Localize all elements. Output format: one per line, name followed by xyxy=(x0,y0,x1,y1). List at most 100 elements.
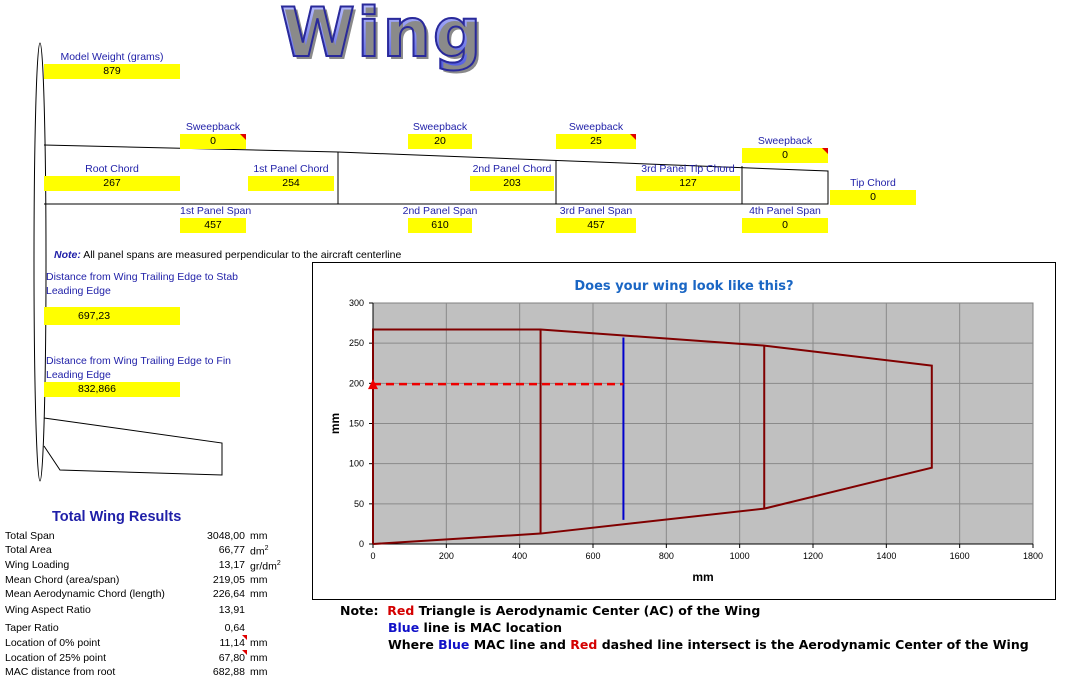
result-unit-text: mm xyxy=(250,666,268,678)
note-text: All panel spans are measured perpendicul… xyxy=(83,249,402,261)
third-panel-span-field[interactable]: 457 xyxy=(556,218,636,233)
chart-plot: 0 200 400 600 800 1000 1200 1400 1600 1800 0 50 100 1… xyxy=(328,298,1043,584)
legend-red-word: Red xyxy=(387,603,415,618)
y-tick-label: 100 xyxy=(349,459,364,469)
first-panel-chord-field[interactable]: 254 xyxy=(248,176,334,191)
result-label: Wing Loading xyxy=(5,559,70,571)
third-panel-tip-chord-label: 3rd Panel Tip Chord xyxy=(641,163,735,175)
second-panel-span-field[interactable]: 610 xyxy=(408,218,472,233)
y-axis-title: mm xyxy=(328,413,342,434)
sweepback-4-field[interactable]: 0 xyxy=(742,148,828,163)
results-heading: Total Wing Results xyxy=(52,509,182,525)
result-value: 11,14 xyxy=(219,637,246,649)
result-label: Location of 25% point xyxy=(5,652,106,664)
comment-indicator[interactable] xyxy=(242,635,247,640)
result-unit-text: mm xyxy=(250,574,268,586)
result-unit-text: gr/dm xyxy=(250,560,277,573)
root-chord-label: Root Chord xyxy=(85,163,139,175)
legend-line-3-c: dashed line intersect is the Aerodynamic… xyxy=(597,637,1029,652)
fourth-panel-span-field[interactable]: 0 xyxy=(742,218,828,233)
second-panel-chord-field[interactable]: 203 xyxy=(470,176,554,191)
legend-note-line-1: Note: Red Triangle is Aerodynamic Center… xyxy=(340,603,760,618)
result-value: 682,88 xyxy=(212,666,245,678)
wing-preview-chart: Does your wing look like this? 0 200 400 60… xyxy=(312,262,1056,600)
legend-line-3-b: MAC line and xyxy=(469,637,571,652)
panel-span-note: Note: All panel spans are measured perpe… xyxy=(54,249,401,261)
second-panel-span-label: 2nd Panel Span xyxy=(402,205,478,217)
result-unit: mm xyxy=(250,637,268,649)
result-label: Total Span xyxy=(5,530,55,542)
result-value: 3048,00 xyxy=(207,530,245,542)
ac-triangle-marker xyxy=(368,379,378,390)
wing-title: Wing xyxy=(279,0,483,73)
model-weight-field[interactable]: 879 xyxy=(44,64,180,79)
third-panel-tip-chord-field[interactable]: 127 xyxy=(636,176,740,191)
y-tick-label: 150 xyxy=(349,419,364,429)
sweepback-4-label: Sweepback xyxy=(757,135,813,147)
stab-distance-label-1: Distance from Wing Trailing Edge to Stab xyxy=(46,271,239,283)
x-tick-label: 0 xyxy=(370,551,375,561)
result-unit: gr/dm2 xyxy=(250,560,281,573)
stab-distance-field[interactable]: 697,23 xyxy=(44,307,180,325)
result-unit-sup: 2 xyxy=(264,545,269,552)
fin-distance-field[interactable]: 832,866 xyxy=(44,382,180,397)
model-weight-label: Model Weight (grams) xyxy=(60,51,164,63)
y-tick-label: 0 xyxy=(359,539,364,549)
legend-line-1-text: Triangle is Aerodynamic Center (AC) of t… xyxy=(414,603,761,618)
result-unit-sup: 2 xyxy=(276,560,281,567)
chart-title: Does your wing look like this? xyxy=(574,279,794,294)
legend-line-2-text: line is MAC location xyxy=(419,620,563,635)
result-label: MAC distance from root xyxy=(5,666,116,678)
result-label: Taper Ratio xyxy=(5,622,59,634)
result-value: 67,80 xyxy=(218,652,245,664)
legend-line-3-blue: Blue xyxy=(438,637,470,652)
sweepback-3-field[interactable]: 25 xyxy=(556,134,636,149)
y-tick-label: 250 xyxy=(349,338,364,348)
result-unit-text: mm xyxy=(250,652,268,664)
legend-note-line-2: Blue line is MAC location xyxy=(388,620,562,635)
tip-chord-field[interactable]: 0 xyxy=(830,190,916,205)
x-tick-label: 1400 xyxy=(876,551,896,561)
legend-line-3-red: Red xyxy=(570,637,598,652)
sweepback-1-field[interactable]: 0 xyxy=(180,134,246,149)
y-tick-label: 300 xyxy=(349,298,364,308)
result-unit: mm xyxy=(250,666,268,678)
tip-chord-label: Tip Chord xyxy=(850,177,896,189)
x-axis-title: mm xyxy=(692,570,713,584)
sweepback-1-label: Sweepback xyxy=(185,121,241,133)
first-panel-chord-label: 1st Panel Chord xyxy=(253,163,329,175)
note-label: Note: xyxy=(54,249,81,261)
x-tick-label: 400 xyxy=(512,551,527,561)
fourth-panel-span-label: 4th Panel Span xyxy=(749,205,821,217)
comment-indicator[interactable] xyxy=(242,650,247,655)
x-tick-label: 800 xyxy=(659,551,674,561)
x-tick-label: 600 xyxy=(585,551,600,561)
x-tick-label: 1800 xyxy=(1023,551,1043,561)
result-label: Wing Aspect Ratio xyxy=(5,604,91,616)
wing-outline xyxy=(372,328,933,545)
result-unit: dm2 xyxy=(250,545,269,558)
x-tick-label: 200 xyxy=(439,551,454,561)
result-value: 226,64 xyxy=(212,588,245,600)
result-label: Location of 0% point xyxy=(5,637,101,649)
first-panel-span-label: 1st Panel Span xyxy=(180,205,252,217)
result-value: 13,91 xyxy=(218,604,245,616)
result-unit-text: mm xyxy=(250,530,268,542)
result-unit-text: mm xyxy=(250,637,268,649)
legend-note-line-3: Where Blue MAC line and Red dashed line … xyxy=(388,637,1029,652)
third-panel-span-label: 3rd Panel Span xyxy=(559,205,633,217)
result-unit: mm xyxy=(250,588,268,600)
result-label: Mean Aerodynamic Chord (length) xyxy=(5,588,165,600)
legend-line-3-a: Where xyxy=(388,637,439,652)
result-unit: mm xyxy=(250,652,268,664)
result-unit-text: mm xyxy=(250,588,268,600)
result-value: 66,77 xyxy=(218,544,245,556)
sweepback-2-field[interactable]: 20 xyxy=(408,134,472,149)
result-value: 219,05 xyxy=(212,574,245,586)
first-panel-span-field[interactable]: 457 xyxy=(180,218,246,233)
root-chord-field[interactable]: 267 xyxy=(44,176,180,191)
result-label: Mean Chord (area/span) xyxy=(5,574,120,586)
result-value: 0,64 xyxy=(224,622,245,634)
fin-distance-label-1: Distance from Wing Trailing Edge to Fin xyxy=(46,355,231,367)
sweepback-2-label: Sweepback xyxy=(412,121,468,133)
